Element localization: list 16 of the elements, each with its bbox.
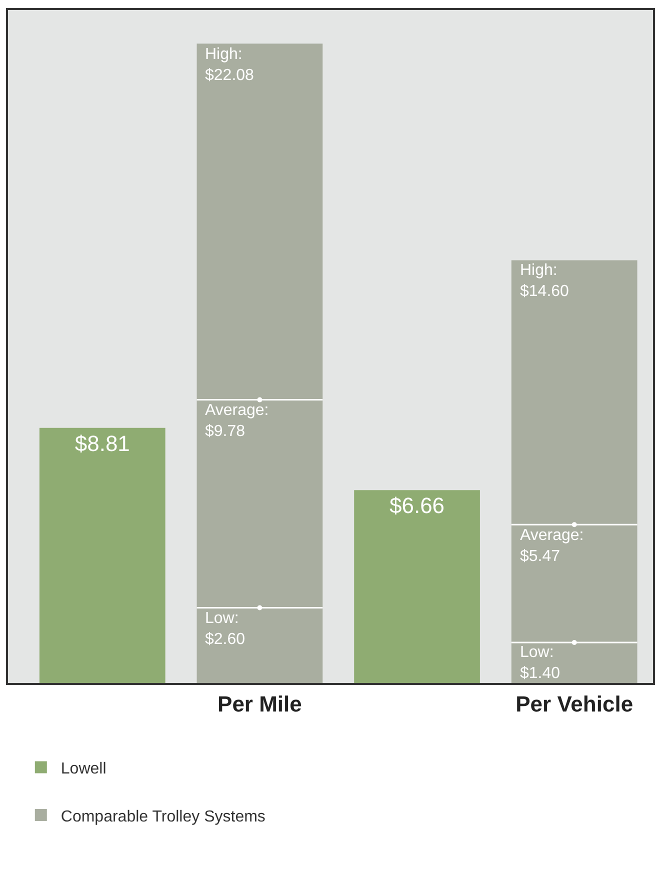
legend-label: Comparable Trolley Systems [60,808,266,826]
annotation: Average: $9.78 [205,402,269,440]
data-label: $8.81 [74,430,130,456]
annotation: Average: $5.47 [520,527,584,565]
bar [39,428,166,683]
bar [511,260,638,683]
data-label: $6.66 [389,493,445,518]
legend-label: Lowell [60,760,106,778]
annotation: Low: $1.40 [520,644,560,682]
bar [354,490,480,683]
x-tick-label: Per Mile [218,691,302,716]
annotation: Low: $2.60 [205,610,246,648]
annotation: High: $22.08 [205,46,254,84]
x-tick-label: Per Vehicle [516,691,634,716]
bar [196,44,323,683]
annotation: High: $14.60 [520,262,570,300]
